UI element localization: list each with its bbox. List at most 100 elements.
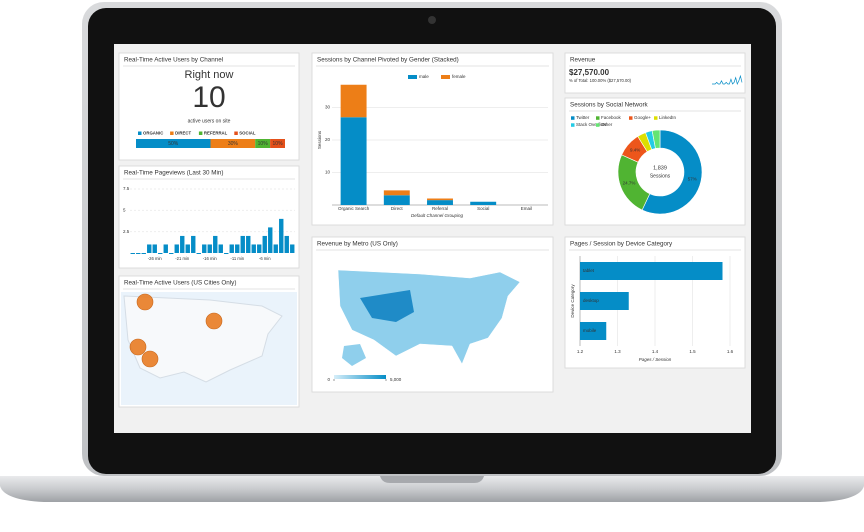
x-tick-label: -6 min (259, 256, 271, 261)
x-tick-label: Social (477, 206, 489, 211)
bar (224, 253, 229, 254)
x-axis-label: Pages / Session (639, 357, 672, 362)
bar (141, 253, 146, 254)
bar (580, 292, 629, 310)
legend-label: Twitter (576, 115, 590, 120)
active-users: 10 (192, 81, 225, 114)
y-axis-label: Sessions (317, 130, 322, 149)
legend-label: Stack Overflow (576, 122, 607, 127)
segment-label: 10% (273, 141, 284, 147)
bar (273, 244, 278, 253)
scale-label: 5,000 (390, 377, 402, 382)
y-tick-label: 20 (325, 137, 331, 142)
sparkline (712, 74, 743, 86)
widget-title: Sessions by Channel Pivoted by Gender (S… (317, 57, 459, 64)
widget-title: Real-Time Active Users (US Cities Only) (124, 280, 236, 287)
widget-title: Revenue (570, 57, 596, 64)
y-tick-label: 7.5 (123, 186, 130, 191)
bar (290, 244, 295, 253)
y-tick-label: 5 (123, 208, 126, 213)
segment-label: 10% (258, 141, 269, 147)
x-tick-label: Direct (391, 206, 404, 211)
laptop-base (0, 476, 864, 502)
y-axis-label: Device Category (570, 284, 575, 318)
legend-label: female (452, 74, 466, 79)
legend-swatch (441, 75, 450, 79)
legend-swatch (596, 123, 600, 127)
bar (235, 244, 240, 253)
bar (240, 235, 245, 253)
x-tick-label: Email (521, 206, 532, 211)
bar (191, 235, 196, 253)
channel-segment (255, 139, 271, 148)
bar (284, 235, 289, 253)
legend-swatch (234, 131, 238, 135)
x-tick-label: -26 min (148, 256, 163, 261)
bar (246, 235, 251, 253)
bar-segment (383, 190, 410, 196)
bar (202, 244, 207, 253)
bar-label: desktop (583, 298, 599, 303)
bar (268, 227, 273, 253)
y-tick-label: 2.5 (123, 229, 130, 234)
y-tick-label: 10 (325, 170, 331, 175)
donut-total: 1,839 (653, 165, 667, 171)
bar (147, 244, 152, 253)
legend-label: ORGANIC (143, 131, 163, 136)
bar (169, 253, 174, 254)
y-tick-label: 30 (325, 105, 331, 110)
x-tick-label: 1.6 (727, 349, 734, 354)
city-bubble (205, 312, 223, 330)
legend-label: Facebook (601, 115, 622, 120)
legend-label: LinkedIn (659, 115, 677, 120)
bar (152, 244, 157, 253)
bar (229, 244, 234, 253)
slice-label: 57% (688, 176, 697, 181)
x-tick-label: Referral (432, 206, 448, 211)
bar (158, 253, 163, 254)
legend-swatch (654, 116, 658, 120)
us-map (123, 295, 283, 383)
x-tick-label: 1.4 (652, 349, 659, 354)
bar-segment (427, 198, 453, 201)
bar (580, 262, 723, 280)
widget-title: Real-Time Active Users by Channel (124, 57, 223, 64)
metro-highlight (360, 290, 414, 322)
legend-label: male (419, 74, 429, 79)
x-tick-label: -16 min (203, 256, 218, 261)
bar (180, 235, 185, 253)
total-note: % of Total: 100.00% ($27,570.00) (569, 78, 632, 83)
heading: Right now (185, 69, 234, 81)
city-bubble (141, 350, 159, 368)
channel-segment (136, 139, 211, 148)
segment-label: 30% (228, 141, 239, 147)
bar (207, 244, 212, 253)
bar (130, 253, 135, 254)
x-tick-label: 1.2 (577, 349, 584, 354)
bar (213, 235, 218, 253)
bar-segment (427, 200, 453, 205)
x-tick-label: 1.3 (614, 349, 621, 354)
legend-swatch (596, 116, 600, 120)
widget-title: Sessions by Social Network (570, 102, 649, 109)
city-bubble (136, 293, 154, 311)
bar (174, 244, 179, 253)
legend-label: DIRECT (175, 131, 191, 136)
widget (564, 52, 746, 94)
bar (251, 244, 256, 253)
segment-label: 50% (168, 141, 179, 147)
legend-label: SOCIAL (239, 131, 256, 136)
x-axis-label: Default Channel Grouping (411, 213, 464, 218)
camera (428, 16, 436, 24)
x-tick-label: -21 min (175, 256, 190, 261)
us-map (337, 269, 521, 365)
legend-swatch (408, 75, 417, 79)
legend-swatch (170, 131, 174, 135)
scale-label: 0 (327, 377, 330, 382)
widget-title: Real-Time Pageviews (Last 30 Min) (124, 170, 224, 177)
bar (185, 244, 190, 253)
widget-title: Pages / Session by Device Category (570, 241, 673, 248)
bar (196, 253, 201, 254)
legend-swatch (198, 131, 203, 135)
